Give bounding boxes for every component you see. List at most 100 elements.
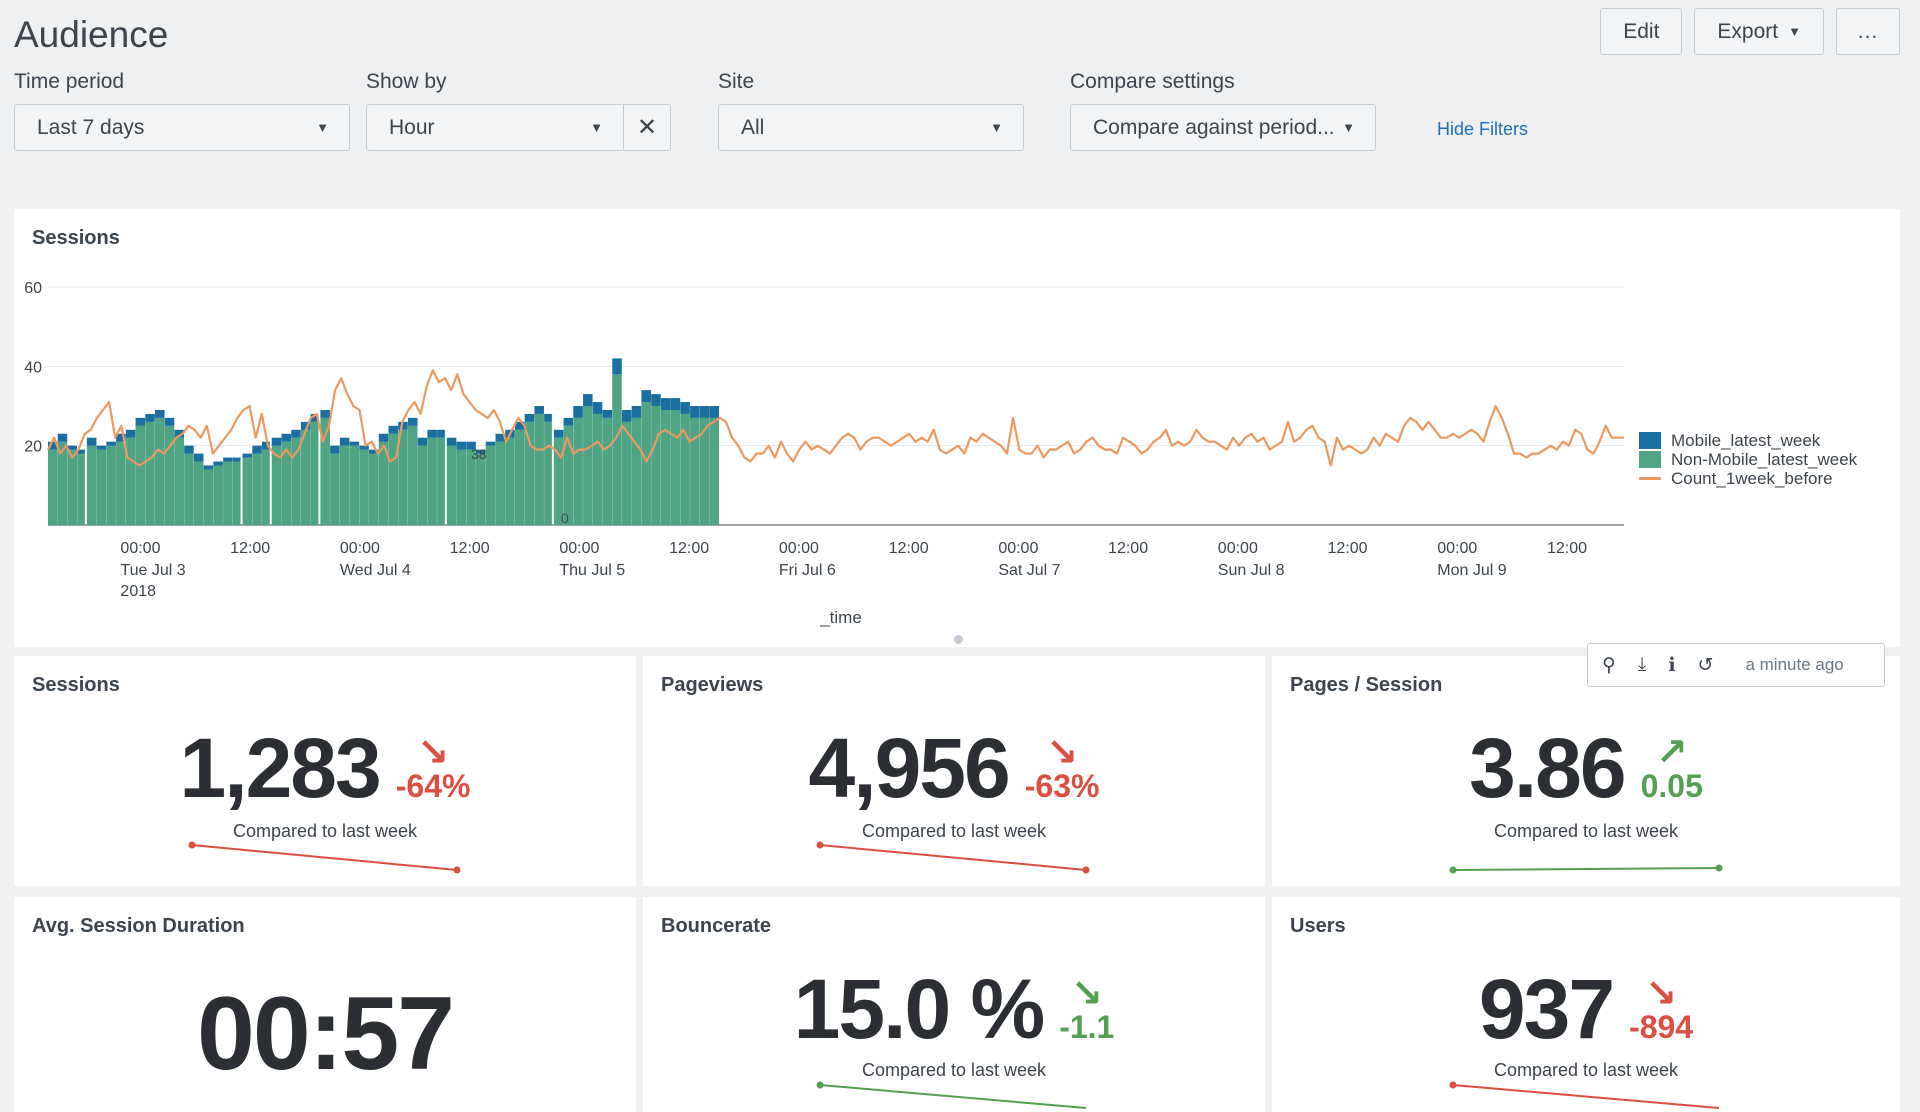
sessions-chart: 60 40 20 38 0 00:00 Tue Jul 3 2018 12:00 00:00 Wed… [24,280,1624,627]
chart-legend: Mobile_latest_week Non-Mobile_latest_wee… [1639,431,1857,488]
bar-non-mobile [709,417,720,525]
edit-button-label: Edit [1623,19,1660,43]
bar-mobile [291,429,301,438]
kpi-delta: -1.1 [1059,1009,1115,1045]
bar-non-mobile [699,417,710,525]
bar-non-mobile [232,461,241,525]
bar-non-mobile [553,437,564,525]
bar-mobile [427,429,437,438]
x-tick-time: 00:00 [779,540,819,557]
bar-non-mobile [621,421,632,525]
kpi-pages-per-session: Pages / Session 3.86 ↗ 0.05 Compared to … [1272,656,1900,886]
time-period-value: Last 7 days [37,115,145,139]
legend-item-non-mobile[interactable]: Non-Mobile_latest_week [1639,450,1857,469]
export-button[interactable]: Export ▼ [1694,8,1824,55]
caret-down-icon: ▼ [1342,120,1355,135]
y-tick-label: 40 [24,359,42,376]
arrow-up-right-icon: ↗ [1655,731,1688,774]
resize-handle[interactable] [954,635,963,644]
kpi-title: Sessions [32,674,120,696]
kpi-title: Pageviews [661,674,764,696]
bar-non-mobile [563,425,574,525]
kpi-compare-text: Compared to last week [1493,1060,1679,1080]
bar-non-mobile [57,441,68,525]
bar-non-mobile [193,461,204,525]
bar-mobile [310,413,319,422]
compare-dropdown[interactable]: Compare against period... ▼ [1070,104,1376,151]
bar-mobile [544,413,552,422]
legend-item-count-1week[interactable]: Count_1week_before [1639,469,1857,488]
bar-non-mobile [291,437,301,525]
bar-non-mobile [77,453,85,525]
bar-mobile [213,461,223,466]
show-by-dropdown[interactable]: Hour ▼ [366,104,624,151]
kpi-value-row: 937 ↘ -894 [1272,967,1900,1051]
bar-mobile [446,437,457,446]
caret-down-icon: ▼ [1788,24,1801,39]
panel-toolbar: ⚲ ⤓ i ↺ a minute ago [1587,643,1885,687]
more-actions-button[interactable]: ... [1836,8,1900,55]
search-icon[interactable]: ⚲ [1602,654,1616,676]
x-tick-time: 00:00 [559,540,599,557]
bar-mobile [641,390,651,403]
kpi-value: 937 [1478,962,1615,1056]
bar-mobile [77,449,85,454]
kpi-delta: -64% [395,768,471,804]
show-by-label: Show by [366,70,447,93]
site-filter: Site All ▼ [718,70,1024,151]
bar-mobile [242,453,253,458]
show-by-filter: Show by Hour ▼ ✕ [366,70,671,151]
x-tick-time: 00:00 [1218,540,1258,557]
y-tick-label: 60 [24,280,42,297]
bar-mobile [106,441,116,446]
bar-mobile [184,445,194,454]
info-icon[interactable]: i [1668,654,1676,676]
more-actions-label: ... [1857,19,1879,43]
bar-mobile [155,409,165,418]
time-period-dropdown[interactable]: Last 7 days ▼ [14,104,350,151]
refresh-icon[interactable]: ↺ [1697,654,1714,676]
bar-non-mobile [135,425,146,525]
kpi-value-row: 4,956 ↘ -63% [643,726,1265,810]
bar-non-mobile [116,441,126,525]
kpi-value: 1,283 [179,721,382,815]
kpi-bouncerate: Bouncerate 15.0 % ↘ -1.1 Compared to las… [643,897,1265,1112]
annotation-label: 0 [561,510,569,526]
kpi-value: 00:57 [197,976,455,1092]
kpi-users: Users 937 ↘ -894 Compared to last week [1272,897,1900,1112]
bar-non-mobile [310,421,319,525]
x-tick-date: Sun Jul 8 [1218,562,1285,579]
bar-non-mobile [690,417,700,525]
bar-mobile [203,465,214,470]
bar-non-mobile [437,437,445,525]
site-dropdown[interactable]: All ▼ [718,104,1024,151]
clear-show-by-button[interactable]: ✕ [624,104,671,151]
bar-non-mobile [281,441,292,525]
kpi-sparkline [816,841,1090,874]
download-icon[interactable]: ⤓ [1637,654,1647,675]
kpi-value-row: 00:57 [14,982,636,1086]
kpi-value: 3.86 [1469,721,1626,815]
edit-button[interactable]: Edit [1600,8,1683,55]
bar-non-mobile [514,429,525,525]
bar-non-mobile [184,453,194,525]
kpi-value-row: 15.0 % ↘ -1.1 [643,967,1265,1051]
bar-mobile [252,445,262,454]
bar-mobile [359,445,369,450]
hide-filters-link[interactable]: Hide Filters [1437,119,1529,139]
bar-mobile [349,441,360,446]
bar-non-mobile [300,429,311,525]
x-tick-time: 12:00 [230,540,270,557]
kpi-compare-text: Compared to last week [861,1060,1047,1080]
bar-mobile [388,425,399,434]
sessions-chart-panel: Sessions 60 40 20 38 0 00:00 Tue Jul 3 2018 12:0… [14,209,1900,647]
kpi-trend: ↘ -64% [395,734,471,804]
page-title: Audience [14,14,169,55]
x-tick-time: 12:00 [1108,540,1148,557]
bar-non-mobile [271,445,282,525]
bar-non-mobile [67,449,77,525]
bar-mobile [437,429,445,438]
legend-item-mobile[interactable]: Mobile_latest_week [1639,431,1857,450]
compare-label: Compare settings [1070,70,1235,93]
bar-mobile [407,417,418,426]
